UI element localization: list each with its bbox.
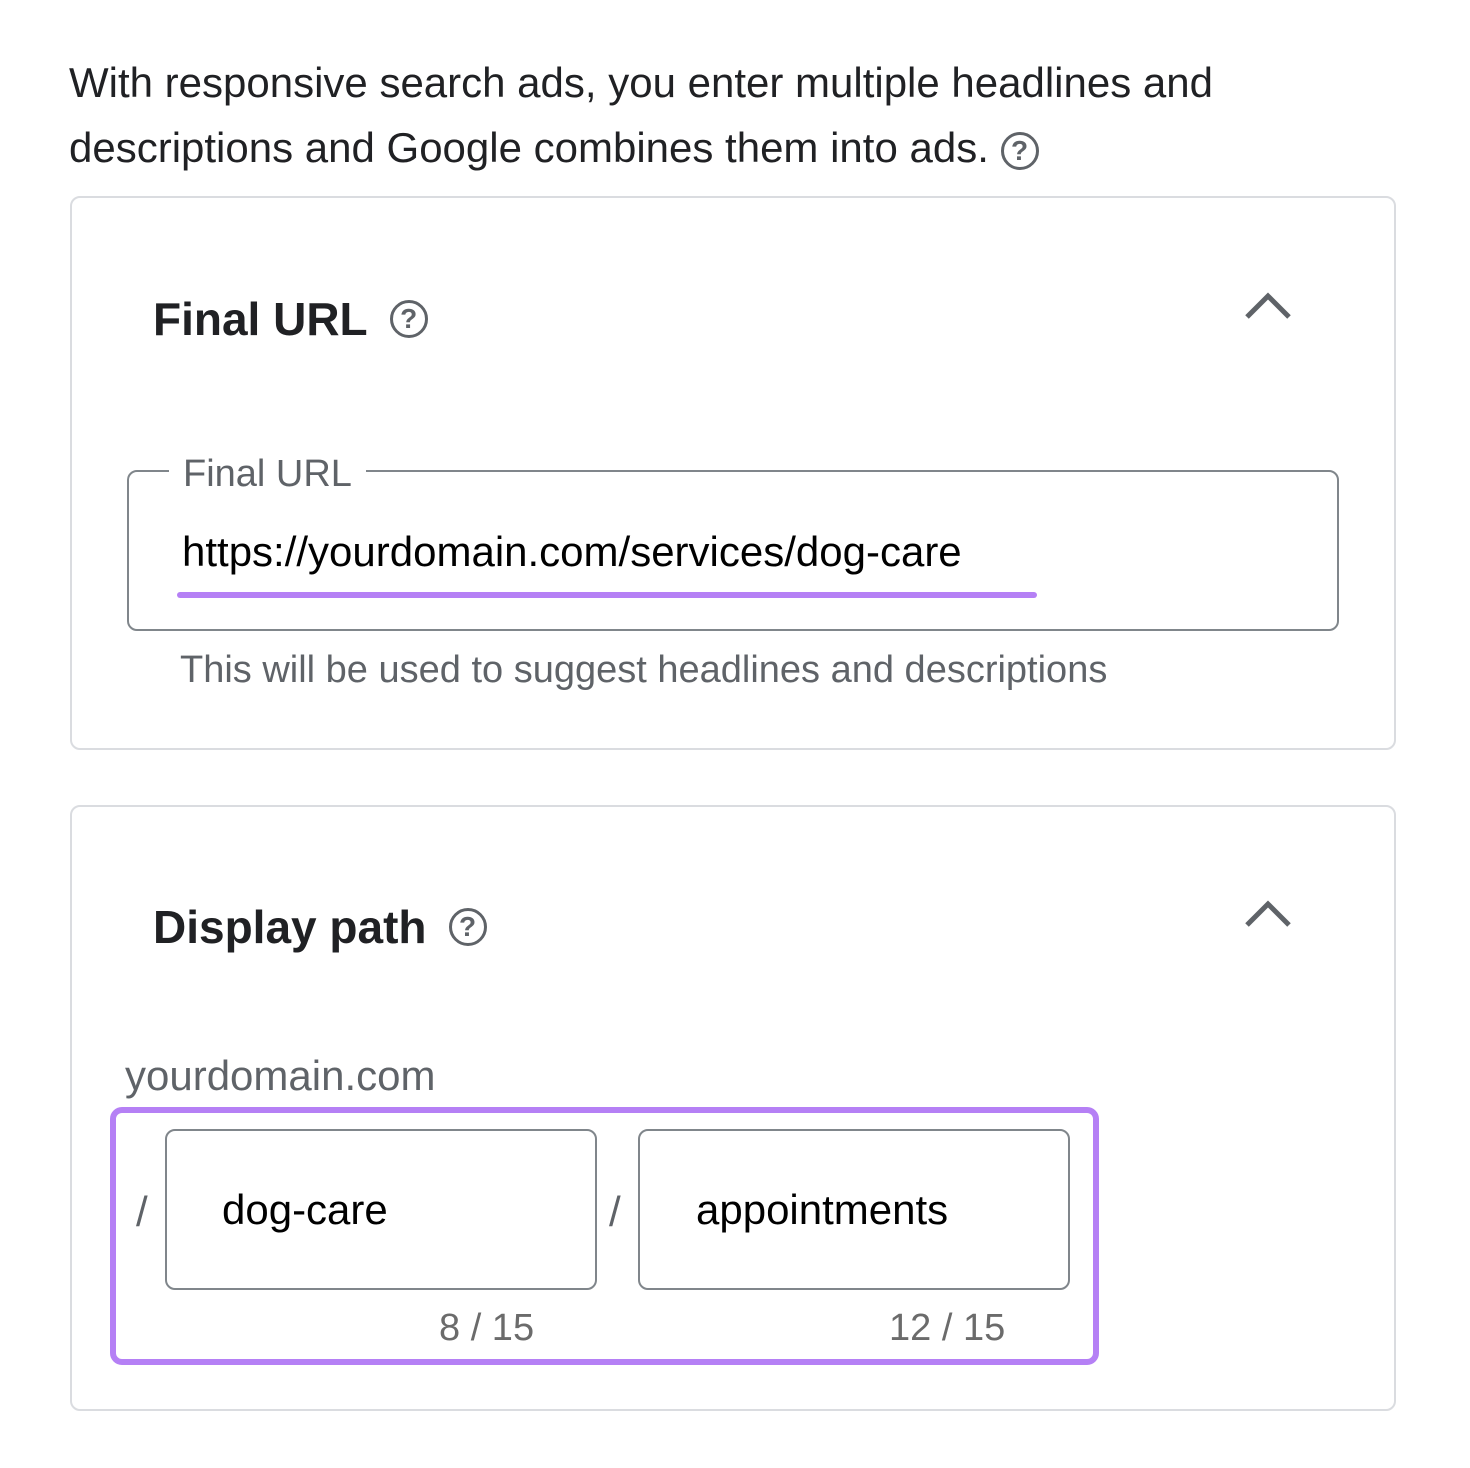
display-domain: yourdomain.com <box>125 1052 436 1099</box>
path1-input[interactable]: dog-care <box>222 1186 388 1233</box>
display-path-title: Display path ? <box>153 900 487 954</box>
final-url-title: Final URL ? <box>153 292 428 346</box>
help-circle-icon[interactable]: ? <box>389 300 428 338</box>
final-url-field-label: Final URL <box>169 450 366 498</box>
path2-counter: 12 / 15 <box>889 1307 1006 1349</box>
path2-field[interactable] <box>638 1129 1070 1290</box>
path1-counter: 8 / 15 <box>439 1307 535 1349</box>
input-focus-underline <box>177 592 1037 598</box>
path-separator: / <box>609 1188 621 1235</box>
help-circle-icon[interactable]: ? <box>448 908 487 946</box>
chevron-up-icon[interactable] <box>1244 898 1292 928</box>
path1-field[interactable] <box>165 1129 597 1290</box>
path-separator: / <box>136 1188 148 1235</box>
chevron-up-icon[interactable] <box>1244 290 1292 320</box>
display-path-card <box>70 805 1396 1411</box>
help-circle-icon[interactable]: ? <box>1000 131 1039 170</box>
final-url-hint: This will be used to suggest headlines a… <box>180 649 1108 691</box>
final-url-field[interactable] <box>127 470 1339 631</box>
intro-text: With responsive search ads, you enter mu… <box>69 59 1213 171</box>
final-url-input[interactable]: https://yourdomain.com/services/dog-care <box>182 528 962 575</box>
path2-input[interactable]: appointments <box>696 1186 949 1233</box>
display-path-highlight <box>110 1107 1099 1365</box>
final-url-card <box>70 196 1396 750</box>
